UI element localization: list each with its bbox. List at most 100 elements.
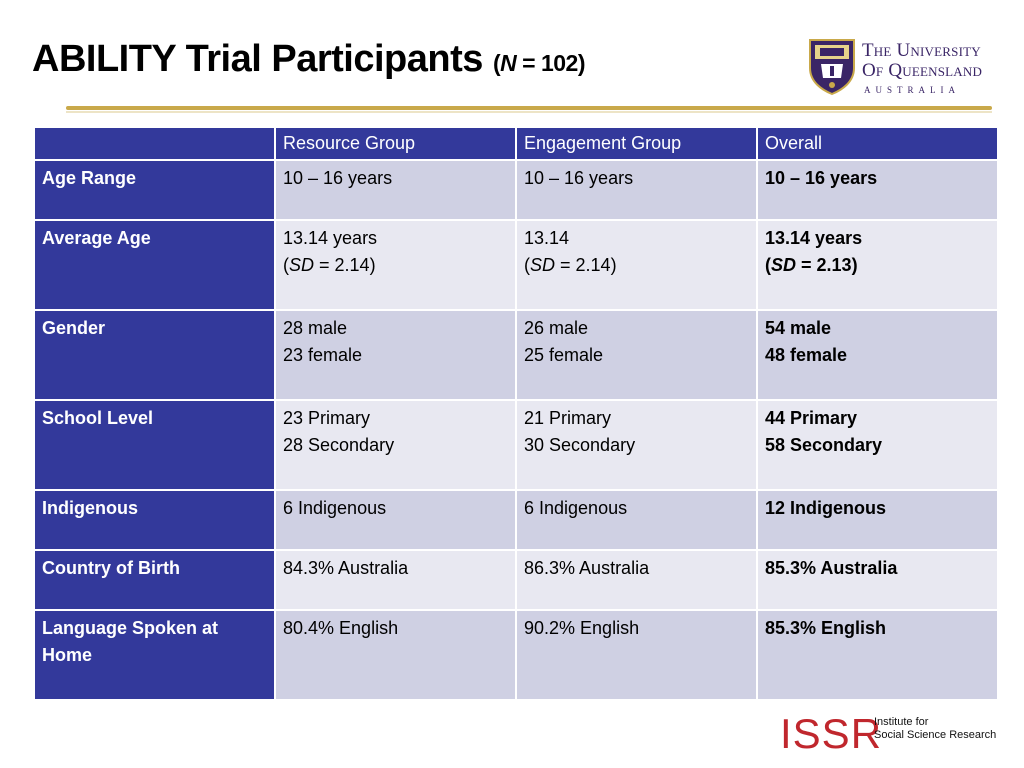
cell-text: 25 female	[524, 345, 604, 365]
cell-text: 90.2% English	[524, 618, 640, 638]
cell-resource: 28 male 23 female	[274, 309, 517, 401]
cell-text: 12 Indigenous	[765, 498, 887, 518]
cell-text: 6 Indigenous	[524, 498, 628, 518]
sd-value: = 2.14)	[314, 255, 376, 275]
cell-overall: 13.14 years (SD = 2.13)	[756, 219, 999, 311]
cell-engagement: 26 male 25 female	[515, 309, 758, 401]
issr-line1: Institute for	[874, 716, 929, 728]
cell-overall: 12 Indigenous	[756, 489, 999, 551]
sd-value: = 2.14)	[555, 255, 617, 275]
title-sample-size: (N = 102)	[492, 50, 586, 76]
cell-text: 85.3% Australia	[765, 558, 898, 578]
uq-wordmark: The University Of Queensland AUSTRALIA	[862, 40, 983, 96]
row-label-text: Age Range	[42, 168, 137, 188]
row-label: Gender	[33, 309, 276, 401]
cell-text: 23 female	[283, 345, 363, 365]
uq-word-of: Of	[862, 60, 884, 81]
title-n-symbol: N	[500, 50, 517, 76]
cell-engagement: 6 Indigenous	[515, 489, 758, 551]
cell-text: 28 male	[283, 318, 348, 338]
cell-text: 13.14 years	[283, 228, 378, 248]
cell-resource: 80.4% English	[274, 609, 517, 701]
cell-text: 58 Secondary	[765, 435, 883, 455]
row-label: Language Spoken at Home	[33, 609, 276, 701]
row-label: Indigenous	[33, 489, 276, 551]
cell-text: 44 Primary	[765, 408, 858, 428]
row-label-text: Country of Birth	[42, 558, 180, 578]
slide-title: ABILITY Trial Participants (N = 102)	[32, 38, 586, 81]
cell-text: 13.14	[524, 228, 570, 248]
title-paren-open: (	[492, 50, 501, 76]
title-n-value: = 102	[516, 50, 578, 76]
cell-text: 85.3% English	[765, 618, 887, 638]
cell-text: 10 – 16 years	[765, 168, 878, 188]
cell-text: 86.3% Australia	[524, 558, 650, 578]
cell-engagement: 10 – 16 years	[515, 159, 758, 221]
cell-overall: 54 male 48 female	[756, 309, 999, 401]
cell-resource: 23 Primary 28 Secondary	[274, 399, 517, 491]
cell-overall: 10 – 16 years	[756, 159, 999, 221]
sd-open: (	[283, 255, 289, 275]
table-row-language-spoken: Language Spoken at Home 80.4% English 90.…	[33, 609, 999, 701]
row-label-text: Gender	[42, 318, 106, 338]
cell-sd-text: (SD = 2.14)	[283, 252, 508, 279]
row-label: School Level	[33, 399, 276, 491]
header-overall: Overall	[756, 126, 999, 161]
header-engagement-group: Engagement Group	[515, 126, 758, 161]
table-row-country-of-birth: Country of Birth 84.3% Australia 86.3% A…	[33, 549, 999, 611]
cell-overall: 85.3% Australia	[756, 549, 999, 611]
cell-text: 48 female	[765, 345, 848, 365]
issr-wordmark: Institute for Social Science Research	[874, 716, 996, 742]
title-main: ABILITY Trial Participants	[32, 38, 483, 80]
row-label: Age Range	[33, 159, 276, 221]
cell-text: 54 male	[765, 318, 832, 338]
cell-engagement: 90.2% English	[515, 609, 758, 701]
cell-resource: 13.14 years (SD = 2.14)	[274, 219, 517, 311]
issr-logo: ISSR Institute for Social Science Resear…	[780, 712, 1004, 756]
sd-symbol: SD	[530, 255, 556, 275]
cell-engagement: 21 Primary 30 Secondary	[515, 399, 758, 491]
cell-resource: 6 Indigenous	[274, 489, 517, 551]
row-label-text: School Level	[42, 408, 154, 428]
uq-word-university: University	[896, 40, 981, 61]
cell-overall: 44 Primary 58 Secondary	[756, 399, 999, 491]
sd-symbol: SD	[771, 255, 797, 275]
cell-resource: 84.3% Australia	[274, 549, 517, 611]
sd-symbol: SD	[289, 255, 315, 275]
cell-text: 84.3% Australia	[283, 558, 409, 578]
issr-line2: Social Science Research	[874, 729, 997, 741]
table-row-gender: Gender 28 male 23 female 26 male 25 female…	[33, 309, 999, 401]
cell-resource: 10 – 16 years	[274, 159, 517, 221]
table-row-average-age: Average Age 13.14 years (SD = 2.14) 13.1…	[33, 219, 999, 311]
uq-word-queensland: Queensland	[888, 60, 983, 81]
cell-text: 13.14 years	[765, 228, 863, 248]
sd-open: (	[765, 255, 771, 275]
uq-word-australia: AUSTRALIA	[864, 85, 960, 95]
sd-value: = 2.13)	[796, 255, 858, 275]
table-row-school-level: School Level 23 Primary 28 Secondary 21 P…	[33, 399, 999, 491]
university-of-queensland-logo: The University Of Queensland AUSTRALIA	[808, 38, 1000, 98]
row-label-text: Language Spoken at	[42, 618, 219, 638]
uq-word-the: The	[862, 40, 892, 61]
cell-text: 80.4% English	[283, 618, 399, 638]
cell-text: 10 – 16 years	[283, 168, 393, 188]
cell-sd-text: (SD = 2.14)	[524, 252, 749, 279]
cell-text: 30 Secondary	[524, 435, 636, 455]
header-empty	[33, 126, 276, 161]
cell-overall: 85.3% English	[756, 609, 999, 701]
row-label-text: Average Age	[42, 228, 151, 248]
participants-table: Resource Group Engagement Group Overall …	[33, 126, 999, 701]
gold-divider	[66, 106, 992, 110]
table-header-row: Resource Group Engagement Group Overall	[33, 126, 999, 161]
gold-divider-shadow	[66, 111, 992, 113]
cell-text: 21 Primary	[524, 408, 612, 428]
cell-text: 10 – 16 years	[524, 168, 634, 188]
row-label: Average Age	[33, 219, 276, 311]
row-label-text: Indigenous	[42, 498, 138, 518]
cell-text: 6 Indigenous	[283, 498, 387, 518]
cell-engagement: 13.14 (SD = 2.14)	[515, 219, 758, 311]
cell-text: 28 Secondary	[283, 435, 395, 455]
issr-mark: ISSR	[780, 710, 883, 757]
uq-crest-icon	[809, 39, 855, 96]
cell-text: 26 male	[524, 318, 589, 338]
